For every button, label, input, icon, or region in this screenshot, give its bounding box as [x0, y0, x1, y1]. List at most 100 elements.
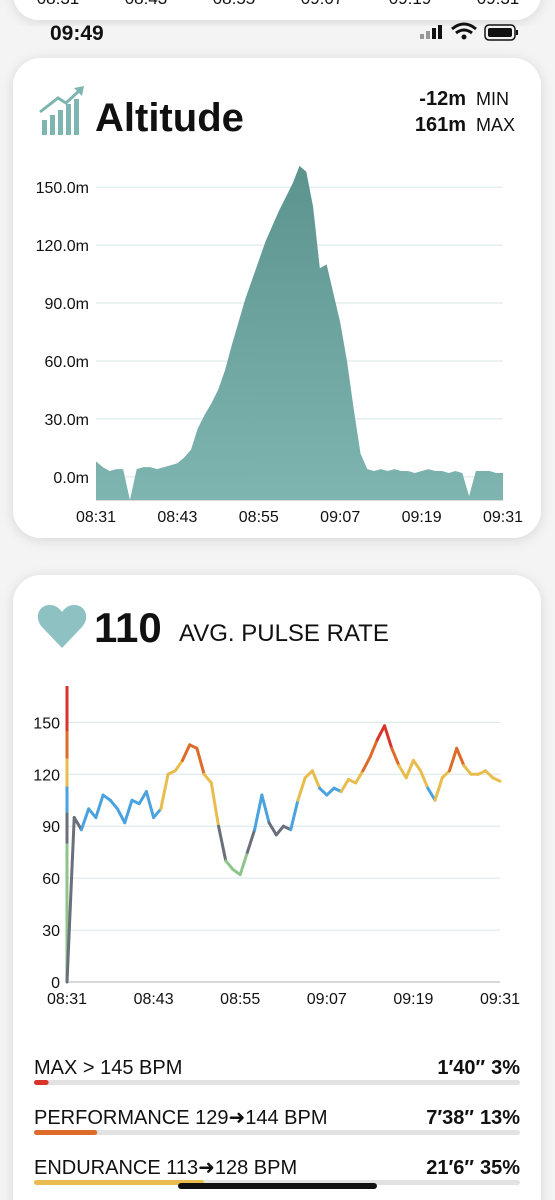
pulse-segment [195, 746, 206, 776]
x-tick-label: 08:55 [239, 509, 279, 526]
pulse-segment [361, 755, 372, 773]
pulse-segment [260, 793, 271, 825]
y-tick-label: 120 [33, 767, 60, 784]
x-tick-label: 09:19 [402, 509, 442, 526]
altitude-title: Altitude [95, 96, 244, 140]
pulse-segment [433, 776, 444, 802]
x-tick-label: 09:31 [483, 509, 523, 526]
pulse-segment [318, 786, 329, 797]
x-tick-label: 08:31 [37, 0, 80, 8]
y-tick-label: 120.0m [36, 238, 89, 255]
zone-percent: 3% [491, 1057, 520, 1079]
y-tick-label: 60.0m [45, 354, 89, 371]
pulse-segment [152, 807, 163, 820]
altitude-min-label: MIN [476, 89, 509, 109]
pulse-segment [383, 724, 394, 750]
pulse-segment [123, 798, 134, 825]
pulse-segment [404, 758, 415, 780]
x-tick-label: 09:07 [320, 509, 360, 526]
pulse-segment [79, 807, 91, 832]
pulse-segment [274, 824, 285, 837]
pulse-segment [137, 790, 148, 806]
area [96, 165, 503, 500]
x-tick-label: 09:07 [301, 0, 344, 8]
zone-label: PERFORMANCE 129➜144 BPM [34, 1107, 328, 1129]
pulse-segment [116, 807, 127, 825]
status-time: 09:49 [50, 22, 104, 45]
x-tick-label: 09:19 [393, 991, 433, 1008]
pulse-segment [267, 821, 278, 837]
pulse-segment [87, 807, 98, 820]
pulse-card [13, 575, 541, 1200]
pulse-segment [144, 790, 156, 820]
pulse-segment [455, 746, 466, 768]
altitude-icon [39, 86, 84, 135]
status-icons [420, 22, 518, 41]
pulse-segment [108, 798, 120, 811]
pulse-segment [440, 769, 451, 780]
x-tick-label: 09:19 [389, 0, 432, 8]
heart-icon [37, 605, 87, 648]
zone-duration: 21′6″ [426, 1157, 474, 1179]
pulse-segment [238, 850, 249, 877]
zone-bar [34, 1130, 98, 1135]
pulse-segment [94, 793, 105, 820]
altitude-max: 161m [415, 114, 466, 136]
y-tick-label: 0 [51, 975, 60, 992]
pulse-segment [159, 772, 170, 811]
x-tick-label: 09:31 [477, 0, 520, 8]
pulse-segment [289, 798, 300, 832]
zone-track [34, 1080, 520, 1085]
zone-bar [34, 1080, 49, 1085]
pulse-segment [484, 769, 495, 780]
x-tick-label: 09:07 [307, 991, 347, 1008]
pulse-segment [411, 758, 423, 773]
pulse-average: 110 [94, 604, 162, 651]
pulse-segment [368, 738, 379, 759]
pulse-average-label: AVG. PULSE RATE [179, 620, 389, 647]
pulse-segment [202, 772, 213, 785]
zone-summary: 7′38″ 13% [426, 1107, 520, 1129]
zone-percent: 35% [480, 1157, 520, 1179]
x-tick-label: 08:55 [220, 991, 260, 1008]
zone-label: ENDURANCE 113➜128 BPM [34, 1157, 297, 1179]
zone-list: MAX > 145 BPM 1′40″ 3% PERFORMANCE 129➜144 … [34, 1057, 520, 1185]
x-tick-label: 08:43 [125, 0, 168, 8]
pulse-segment [303, 769, 314, 780]
pulse-segment [217, 824, 228, 863]
pulse-segment [173, 758, 184, 773]
zone-bar [34, 1180, 205, 1185]
x-tick-label: 08:31 [76, 509, 116, 526]
pulse-segment [245, 828, 257, 854]
zone-duration: 7′38″ [426, 1107, 474, 1129]
altitude-max-label: MAX [476, 115, 515, 135]
pulse-segment [390, 746, 401, 768]
y-tick-label: 150 [33, 715, 60, 732]
pulse-segment [375, 724, 387, 742]
altitude-chart: 0.0m 30.0m 60.0m 90.0m 120.0m 150.0m 08:31 08:4… [36, 165, 523, 526]
pulse-segment [397, 764, 408, 780]
y-tick-label: 150.0m [36, 180, 89, 197]
y-tick-label: 30.0m [45, 412, 89, 429]
zone-duration: 1′40″ [437, 1057, 485, 1079]
pulse-segment [419, 769, 430, 790]
zone-summary: 1′40″ 3% [437, 1057, 520, 1079]
pulse-segment [65, 816, 76, 984]
pulse-segment [325, 786, 336, 797]
pulse-segment [224, 859, 235, 871]
pulse-segment [253, 793, 264, 832]
zone-percent: 13% [480, 1107, 520, 1129]
pulse-segment [310, 769, 322, 790]
pulse-segment [354, 769, 365, 785]
zone-track [34, 1130, 520, 1135]
x-tick-label: 08:43 [157, 509, 197, 526]
previous-card [13, 0, 541, 20]
pulse-segment [72, 816, 83, 832]
y-tick-label: 0.0m [53, 470, 89, 487]
pulse-segment [426, 786, 437, 802]
pulse-segment [447, 746, 459, 773]
x-tick-label: 08:43 [134, 991, 174, 1008]
zone-label: MAX > 145 BPM [34, 1057, 182, 1079]
pulse-segment [462, 764, 473, 776]
